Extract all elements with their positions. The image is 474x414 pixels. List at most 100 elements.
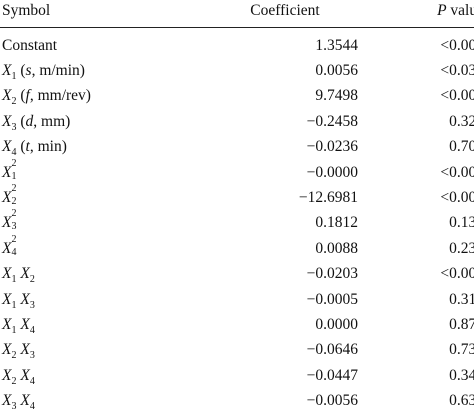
header-text: P [437,1,447,19]
symbol-variable: X [2,62,12,80]
table-header: Symbol Coefficient P value [0,0,474,28]
symbol-index: 3 [29,350,35,362]
symbol-index: 1 [11,71,17,83]
header-cell: P value [358,0,474,28]
table-row: X4 (t, min) −0.0236 0.700 [0,135,474,160]
symbol-variable: X [2,290,12,308]
coefficient-cell: −0.2458 [306,112,358,130]
table-row: X24 0.0088 0.234 [0,234,474,261]
symbol-cell: Constant [0,28,202,59]
symbol-variable: X [20,265,30,283]
p-value-cell: 0.345 [449,366,474,384]
symbol-parameter: f [25,87,30,105]
p-value-cell: 0.632 [449,392,474,410]
symbol-index: 2 [11,96,17,108]
coefficient-cell: −0.0000 [306,163,358,181]
symbol-cell: X1 (s, m/min) [0,58,202,83]
p-value-cell: 0.234 [449,239,474,257]
symbol-cell: X2 X3 [0,338,202,363]
symbol-index: 4 [11,147,17,159]
coefficient-cell: −0.0236 [306,138,358,156]
symbol-variable: X [2,315,12,333]
coefficient-cell: −0.0447 [306,366,358,384]
symbol-text: ( [16,62,26,80]
symbol-text: ( [16,87,26,105]
header-text: value [450,1,474,19]
header-row: Symbol Coefficient P value [0,0,474,28]
table-row: X1 (s, m/min) 0.0056 <0.034 [0,58,474,83]
p-value-cell: <0.000 [440,87,474,105]
symbol-variable: X [2,87,12,105]
p-value-cell: 0.322 [449,112,474,130]
coefficient-cell: −0.0056 [306,392,358,410]
p-value-cell: <0.001 [440,163,474,181]
coefficient-cell: 1.3544 [315,36,358,54]
symbol-cell: X1 X4 [0,312,202,337]
coefficient-cell: 0.1812 [315,214,358,232]
symbol-variable: X [20,341,30,359]
table-row: Constant 1.3544 <0.000 [0,28,474,59]
p-value-cell: 0.132 [449,214,474,232]
symbol-variable: X [20,290,30,308]
header-cell: Coefficient [202,0,358,28]
table-row: X2 (f, mm/rev) 9.7498 <0.000 [0,84,474,109]
symbol-cell: X2 (f, mm/rev) [0,84,202,109]
symbol-parameter: d [25,112,34,130]
symbol-index: 4 [29,375,35,387]
coefficient-cell: −0.0203 [306,265,358,283]
coefficient-cell: 9.7498 [315,87,358,105]
coefficient-cell: −0.0005 [306,290,358,308]
coefficient-cell: −0.0646 [306,341,358,359]
p-value-cell: 0.700 [449,138,474,156]
symbol-index: 2 [11,350,17,362]
coefficient-cell: 0.0000 [315,315,358,333]
symbol-parameter: t [25,138,30,156]
symbol-index: 2 [11,375,17,387]
symbol-variable: X [2,214,12,232]
symbol-index: 3 [29,299,35,311]
symbol-variable: X [2,392,12,410]
symbol-variable: X [20,366,30,384]
p-value-cell: <0.034 [440,62,474,80]
symbol-text: , mm/rev) [29,87,91,105]
symbol-index: 4 [29,325,35,337]
symbol-index: 2 [29,274,35,286]
coefficient-cell: 0.0088 [315,239,358,257]
p-value-cell: 0.730 [449,341,474,359]
symbol-variable: X [2,189,12,207]
symbol-text: Constant [2,36,58,54]
symbol-variable: X [2,112,12,130]
symbol-index: 3 [11,401,17,413]
symbol-variable: X [2,341,12,359]
symbol-index: 3 [11,121,17,133]
symbol-cell: X3 X4 [0,388,202,413]
symbol-text: , mm) [33,112,71,130]
table-row: X3 X4 −0.0056 0.632 [0,388,474,413]
table-row: X1 X2−0.0203<0.000 [0,262,474,287]
symbol-variable: X [2,265,12,283]
symbol-index: 1 [11,299,17,311]
symbol-parameter: s [25,62,32,80]
p-value-cell: 0.873 [449,315,474,333]
symbol-cell: X4 (t, min) [0,135,202,160]
table-row: X22 −12.6981 <0.000 [0,183,474,210]
p-value-cell: <0.000 [440,189,474,207]
table-row: X21 −0.0000 <0.001 [0,157,474,185]
p-value-cell: <0.000 [440,36,474,54]
symbol-variable: X [20,315,30,333]
table-body: Constant 1.3544 <0.000 X1 (s, m/min) 0.0056 <… [0,28,474,414]
symbol-text: , min) [29,138,67,156]
table-row: X23 0.1812 0.132 [0,208,474,236]
coefficient-cell: 0.0056 [315,62,358,80]
p-value-cell: <0.000 [440,265,474,283]
table-row: X3 (d, mm) −0.2458 0.322 [0,109,474,134]
